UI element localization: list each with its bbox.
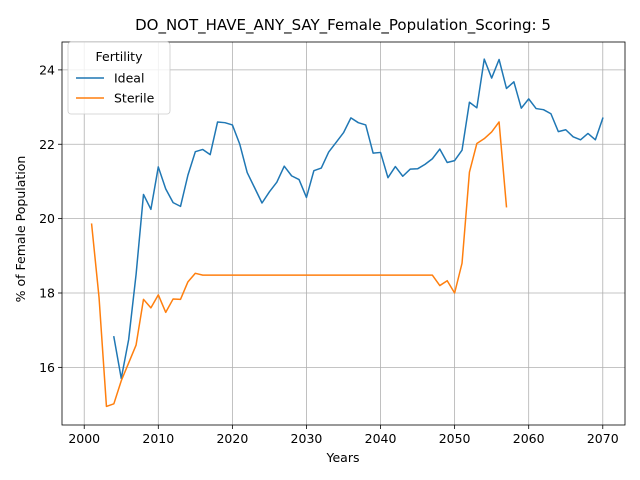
series-layer: [90, 58, 604, 408]
legend-title: Fertility: [96, 49, 144, 64]
x-axis-label: Years: [326, 450, 360, 465]
x-tick-label: 2060: [513, 431, 545, 446]
axis-ticks: 2000 2010 2020 2030 2040 2050 2060 2070 16 18 20 22…: [39, 62, 619, 446]
y-tick-label: 22: [39, 137, 55, 152]
y-tick-label: 16: [39, 360, 55, 375]
y-tick-label: 24: [39, 62, 55, 77]
x-tick-label: 2000: [68, 431, 100, 446]
x-tick-label: 2070: [587, 431, 619, 446]
series-line-ideal: [112, 58, 604, 380]
x-tick-label: 2020: [216, 431, 248, 446]
series-line-sterile: [90, 121, 508, 408]
legend-frame: [67, 41, 171, 115]
y-tick-label: 18: [39, 285, 55, 300]
legend-label-sterile: Sterile: [114, 91, 155, 106]
x-tick-label: 2050: [439, 431, 471, 446]
x-tick-label: 2030: [291, 431, 323, 446]
chart-title: DO_NOT_HAVE_ANY_SAY_Female_Population_Sc…: [135, 16, 551, 35]
grid: [62, 42, 625, 425]
y-axis-label: % of Female Population: [13, 156, 28, 303]
x-tick-label: 2040: [365, 431, 397, 446]
x-tick-label: 2010: [142, 431, 174, 446]
y-tick-label: 20: [39, 211, 55, 226]
plot-area: [61, 41, 626, 426]
legend-label-ideal: Ideal: [114, 71, 144, 86]
legend: Fertility Ideal Sterile: [67, 41, 171, 115]
